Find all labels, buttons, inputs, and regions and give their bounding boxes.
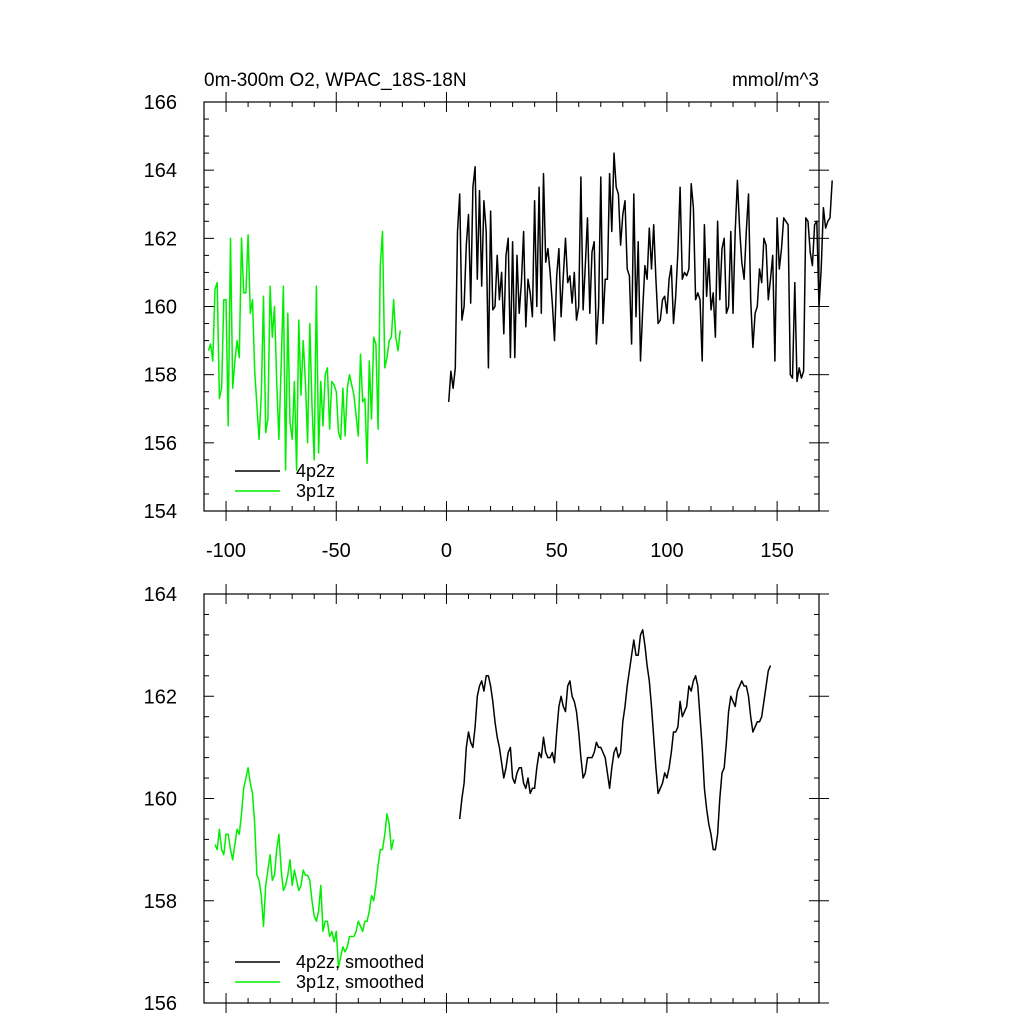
top-x-tick-label: -50 xyxy=(322,540,351,562)
bottom-series-group xyxy=(214,629,772,968)
top-x-tick-label: 50 xyxy=(546,540,568,562)
bottom-y-tick-label: 164 xyxy=(144,584,177,606)
bottom-legend-label-4p2z: 4p2z, smoothed xyxy=(296,952,424,972)
top-series-group xyxy=(207,152,833,471)
bottom-series-line-3p1z-smoothed xyxy=(214,767,395,968)
top-x-tick-label: -100 xyxy=(206,540,246,562)
top-y-tick-label: 162 xyxy=(144,228,177,250)
top-tick-group: -100 -50 0 50 100 150 154 156 158 160 162 164 166 xyxy=(144,92,829,562)
top-x-tick-label: 100 xyxy=(650,540,683,562)
top-y-tick-label: 164 xyxy=(144,160,177,182)
bottom-tick-group: 156 158 160 162 164 xyxy=(144,584,829,1015)
top-y-tick-label: 154 xyxy=(144,501,177,523)
top-chart-title: 0m-300m O2, WPAC_18S-18N xyxy=(204,70,467,91)
bottom-y-tick-label: 160 xyxy=(144,789,177,811)
bottom-y-tick-label: 156 xyxy=(144,993,177,1015)
top-x-tick-label: 150 xyxy=(760,540,793,562)
top-legend: 4p2z 3p1z xyxy=(235,461,335,501)
top-legend-label-4p2z: 4p2z xyxy=(296,461,335,481)
top-series-line-4p2z xyxy=(447,152,833,402)
bottom-legend-label-3p1z: 3p1z, smoothed xyxy=(296,972,424,992)
top-y-tick-label: 158 xyxy=(144,365,177,387)
top-chart-panel: 0m-300m O2, WPAC_18S-18N mmol/m^3 -100 -5… xyxy=(144,70,833,562)
bottom-chart-panel: 156 158 160 162 164 4p2z, smoothed 3p1z, smo… xyxy=(144,584,829,1015)
top-y-tick-label: 166 xyxy=(144,92,177,114)
top-y-tick-label: 156 xyxy=(144,433,177,455)
bottom-y-tick-label: 158 xyxy=(144,891,177,913)
bottom-y-tick-label: 162 xyxy=(144,686,177,708)
top-legend-label-3p1z: 3p1z xyxy=(296,481,335,501)
bottom-series-line-4p2z-smoothed xyxy=(458,629,772,851)
top-chart-units: mmol/m^3 xyxy=(732,70,819,91)
top-series-line-3p1z xyxy=(207,230,401,471)
top-y-tick-label: 160 xyxy=(144,297,177,319)
bottom-legend: 4p2z, smoothed 3p1z, smoothed xyxy=(235,952,424,992)
top-x-tick-label: 0 xyxy=(441,540,452,562)
bottom-plot-frame xyxy=(203,593,820,1004)
